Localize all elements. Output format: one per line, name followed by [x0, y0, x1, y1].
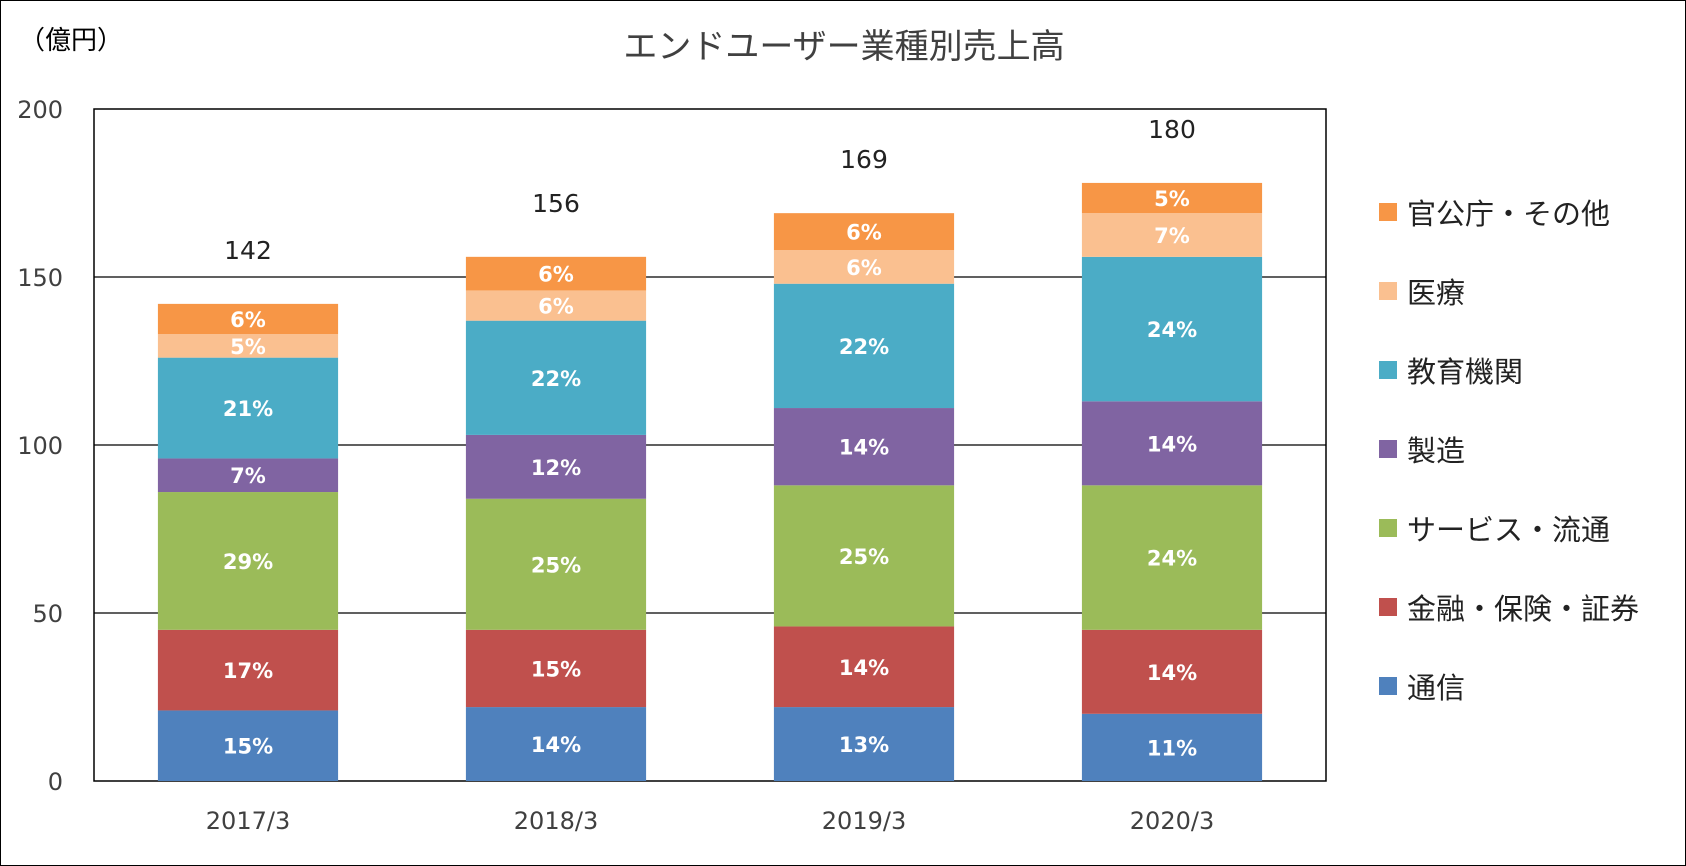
segment-label: 5%	[230, 335, 266, 359]
legend-entry: 通信	[1407, 671, 1465, 705]
segment-label: 5%	[1154, 187, 1190, 211]
bar-segment	[1081, 629, 1263, 714]
bar-segment	[773, 485, 955, 627]
legend-entry: 金融・保険・証券	[1407, 592, 1639, 626]
segment-label: 24%	[1147, 547, 1197, 571]
bar-segment	[773, 283, 955, 409]
y-tick-label: 50	[32, 600, 63, 628]
segment-label: 14%	[1147, 661, 1197, 685]
total-label: 156	[532, 189, 580, 218]
bar-segment	[1081, 713, 1263, 781]
legend-swatch	[1379, 203, 1397, 221]
total-label: 142	[224, 236, 272, 265]
segment-label: 14%	[839, 436, 889, 460]
segment-label: 7%	[230, 464, 266, 488]
x-tick-label: 2020/3	[1130, 807, 1214, 835]
segment-label: 14%	[531, 733, 581, 757]
bar-segment	[465, 498, 647, 630]
segment-label: 21%	[223, 397, 273, 421]
x-tick-label: 2018/3	[514, 807, 598, 835]
y-tick-label: 200	[17, 96, 63, 124]
legend-entry: 医療	[1407, 276, 1465, 310]
legend-swatch	[1379, 282, 1397, 300]
bar-segment	[157, 629, 339, 711]
y-tick-label: 100	[17, 432, 63, 460]
axes: 0 50 100 150 200 2017/3 2018/3 2019/3 2020/3	[17, 96, 1327, 835]
bar-segment	[773, 408, 955, 486]
segment-label: 6%	[846, 256, 882, 280]
bar-segment	[465, 256, 647, 291]
legend-entry: サービス・流通	[1407, 513, 1610, 547]
segment-label: 25%	[839, 545, 889, 569]
legend-entry: 教育機関	[1407, 355, 1523, 389]
bar-segment	[465, 320, 647, 435]
segment-label: 29%	[223, 550, 273, 574]
segment-label: 13%	[839, 733, 889, 757]
bar-segment	[157, 357, 339, 459]
segment-label: 11%	[1147, 736, 1197, 760]
bar-segment	[157, 334, 339, 358]
bar-segment	[773, 250, 955, 284]
bar-segment	[465, 290, 647, 321]
bar-segment	[465, 434, 647, 499]
x-tick-label: 2017/3	[206, 807, 290, 835]
x-tick-label: 2019/3	[822, 807, 906, 835]
bar-segment	[465, 629, 647, 708]
bar-segment	[1081, 401, 1263, 486]
unit-label: （億円）	[19, 26, 123, 56]
segment-label: 24%	[1147, 318, 1197, 342]
data-labels: 15% 17% 29% 7% 21% 5% 6% 142 14% 15% 25% 12% 22% 6% 6%…	[223, 115, 1197, 760]
bars	[157, 182, 1263, 781]
legend-entry: 製造	[1407, 434, 1465, 468]
bar-segment	[773, 707, 955, 781]
bar-segment	[157, 303, 339, 335]
y-tick-label: 0	[48, 768, 63, 796]
segment-label: 6%	[846, 221, 882, 245]
segment-label: 15%	[531, 657, 581, 681]
segment-label: 17%	[223, 659, 273, 683]
segment-label: 25%	[531, 553, 581, 577]
bar-segment	[773, 626, 955, 708]
total-label: 169	[840, 145, 888, 174]
segment-label: 14%	[839, 656, 889, 680]
legend-swatch	[1379, 361, 1397, 379]
segment-label: 22%	[531, 367, 581, 391]
legend-swatch	[1379, 440, 1397, 458]
legend-entry: 官公庁・その他	[1407, 197, 1610, 231]
bar-segment	[465, 707, 647, 781]
legend-swatch	[1379, 598, 1397, 616]
bar-segment	[1081, 256, 1263, 402]
bar-segment	[1081, 182, 1263, 214]
bar-segment	[157, 458, 339, 493]
total-label: 180	[1148, 115, 1196, 144]
bar-segment	[773, 213, 955, 251]
segment-label: 7%	[1154, 224, 1190, 248]
segment-label: 12%	[531, 456, 581, 480]
segment-label: 14%	[1147, 432, 1197, 456]
y-tick-label: 150	[17, 264, 63, 292]
plot-area-frame	[93, 108, 1327, 782]
bar-segment	[157, 492, 339, 630]
segment-label: 15%	[223, 735, 273, 759]
segment-label: 22%	[839, 335, 889, 359]
bar-segment	[1081, 213, 1263, 257]
segment-label: 6%	[538, 263, 574, 287]
legend-swatch	[1379, 677, 1397, 695]
bar-segment	[157, 710, 339, 781]
chart-title: エンドユーザー業種別売上高	[623, 27, 1064, 67]
segment-label: 6%	[230, 308, 266, 332]
bar-segment	[1081, 485, 1263, 630]
segment-label: 6%	[538, 295, 574, 319]
legend-swatch	[1379, 519, 1397, 537]
